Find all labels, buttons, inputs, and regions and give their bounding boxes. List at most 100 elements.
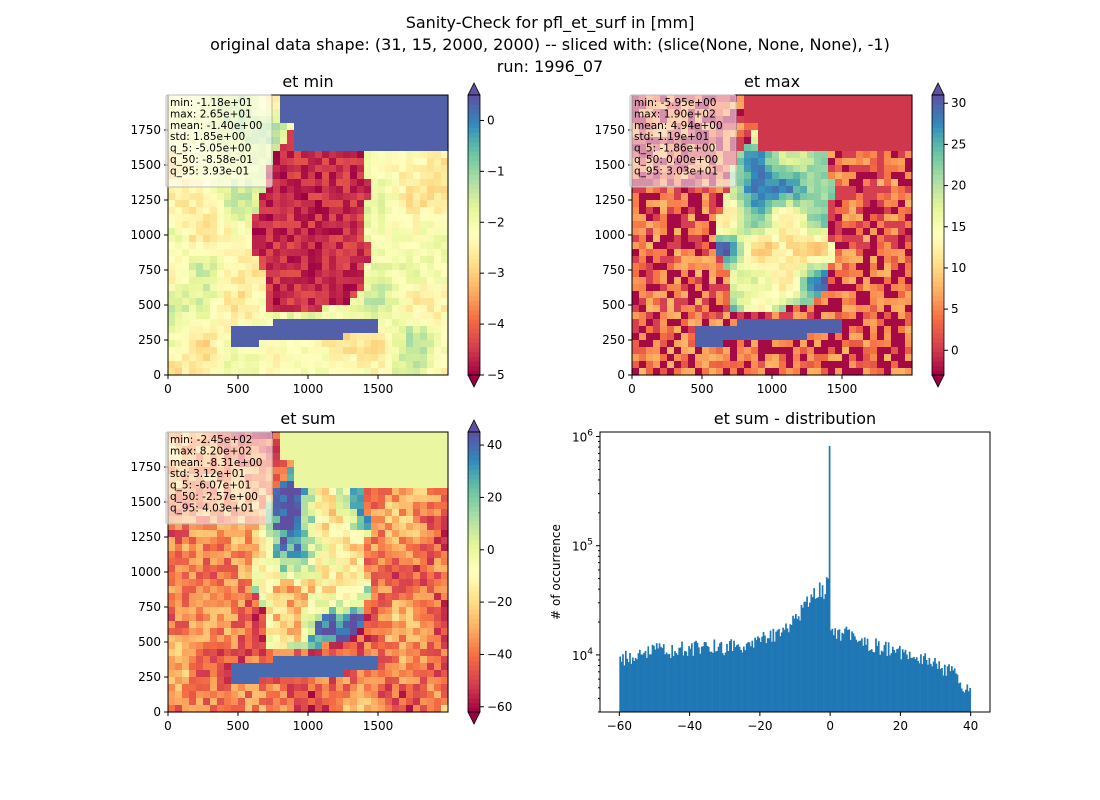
heatmap-cell (877, 361, 885, 369)
heatmap-cell (392, 530, 400, 538)
heatmap-cell (245, 368, 253, 376)
heatmap-cell (336, 305, 344, 313)
heatmap-cell (252, 558, 260, 566)
heatmap-cell (385, 340, 393, 348)
heatmap-cell (898, 151, 906, 159)
heatmap-cell (793, 186, 801, 194)
heatmap-cell (259, 663, 267, 671)
heatmap-cell (716, 193, 724, 201)
heatmap-cell (793, 109, 801, 117)
heatmap-cell (371, 95, 379, 103)
heatmap-cell (217, 670, 225, 678)
heatmap-cell (168, 221, 176, 229)
heatmap-cell (385, 600, 393, 608)
y-tick-label: 500 (138, 298, 161, 312)
heatmap-cell (189, 635, 197, 643)
heatmap-cell (231, 523, 239, 531)
heatmap-cell (765, 235, 773, 243)
heatmap-cell (413, 649, 421, 657)
heatmap-cell (378, 607, 386, 615)
heatmap-cell (420, 530, 428, 538)
heatmap-cell (287, 277, 295, 285)
heatmap-cell (427, 600, 435, 608)
heatmap-cell (210, 593, 218, 601)
heatmap-cell (189, 607, 197, 615)
heatmap-cell (196, 368, 204, 376)
heatmap-cell (329, 467, 337, 475)
heatmap-cell (632, 319, 640, 327)
heatmap-cell (849, 242, 857, 250)
heatmap-cell (828, 354, 836, 362)
colorbar-segment (932, 155, 944, 161)
heatmap-cell (744, 347, 752, 355)
heatmap-cell (315, 214, 323, 222)
heatmap-cell (378, 249, 386, 257)
heatmap-cell (674, 242, 682, 250)
heatmap-cell (392, 628, 400, 636)
heatmap-cell (870, 102, 878, 110)
heatmap-cell (702, 207, 710, 215)
heatmap-cell (287, 439, 295, 447)
heatmap-cell (329, 530, 337, 538)
heatmap-cell (681, 368, 689, 376)
heatmap-cell (238, 642, 246, 650)
heatmap-cell (786, 172, 794, 180)
heatmap-cell (653, 263, 661, 271)
heatmap-cell (273, 691, 281, 699)
heatmap-cell (259, 186, 267, 194)
colorbar-segment (468, 169, 480, 175)
heatmap-cell (779, 137, 787, 145)
heatmap-cell (280, 116, 288, 124)
heatmap-cell (189, 326, 197, 334)
heatmap-cell (287, 151, 295, 159)
heatmap-cell (280, 312, 288, 320)
heatmap-cell (392, 137, 400, 145)
heatmap-cell (322, 537, 330, 545)
heatmap-cell (399, 151, 407, 159)
heatmap-cell (406, 502, 414, 510)
heatmap-cell (336, 270, 344, 278)
heatmap-cell (189, 551, 197, 559)
heatmap-cell (835, 221, 843, 229)
heatmap-cell (420, 277, 428, 285)
heatmap-cell (800, 172, 808, 180)
heatmap-cell (364, 130, 372, 138)
heatmap-cell (702, 235, 710, 243)
heatmap-cell (441, 312, 449, 320)
heatmap-cell (751, 179, 759, 187)
heatmap-cell (280, 326, 288, 334)
heatmap-cell (315, 354, 323, 362)
heatmap-cell (434, 158, 442, 166)
heatmap-cell (301, 256, 309, 264)
heatmap-cell (343, 312, 351, 320)
heatmap-cell (252, 242, 260, 250)
heatmap-cell (413, 474, 421, 482)
heatmap-cell (709, 207, 717, 215)
heatmap-cell (399, 516, 407, 524)
heatmap-cell (238, 565, 246, 573)
heatmap-cell (807, 298, 815, 306)
heatmap-cell (315, 361, 323, 369)
heatmap-cell (765, 193, 773, 201)
heatmap-cell (280, 579, 288, 587)
heatmap-cell (210, 319, 218, 327)
colorbar-segment (468, 137, 480, 143)
heatmap-cell (273, 684, 281, 692)
heatmap-cell (420, 481, 428, 489)
heatmap-cell (238, 621, 246, 629)
heatmap-cell (392, 235, 400, 243)
colorbar-segment (932, 137, 944, 143)
heatmap-cell (884, 116, 892, 124)
heatmap-cell (779, 228, 787, 236)
heatmap-cell (441, 333, 449, 341)
heatmap-cell (835, 158, 843, 166)
heatmap-cell (807, 186, 815, 194)
heatmap-cell (343, 579, 351, 587)
heatmap-cell (378, 537, 386, 545)
colorbar-segment (468, 337, 480, 343)
heatmap-cell (427, 628, 435, 636)
heatmap-cell (905, 249, 913, 257)
heatmap-cell (378, 481, 386, 489)
heatmap-cell (350, 200, 358, 208)
heatmap-cell (441, 628, 449, 636)
